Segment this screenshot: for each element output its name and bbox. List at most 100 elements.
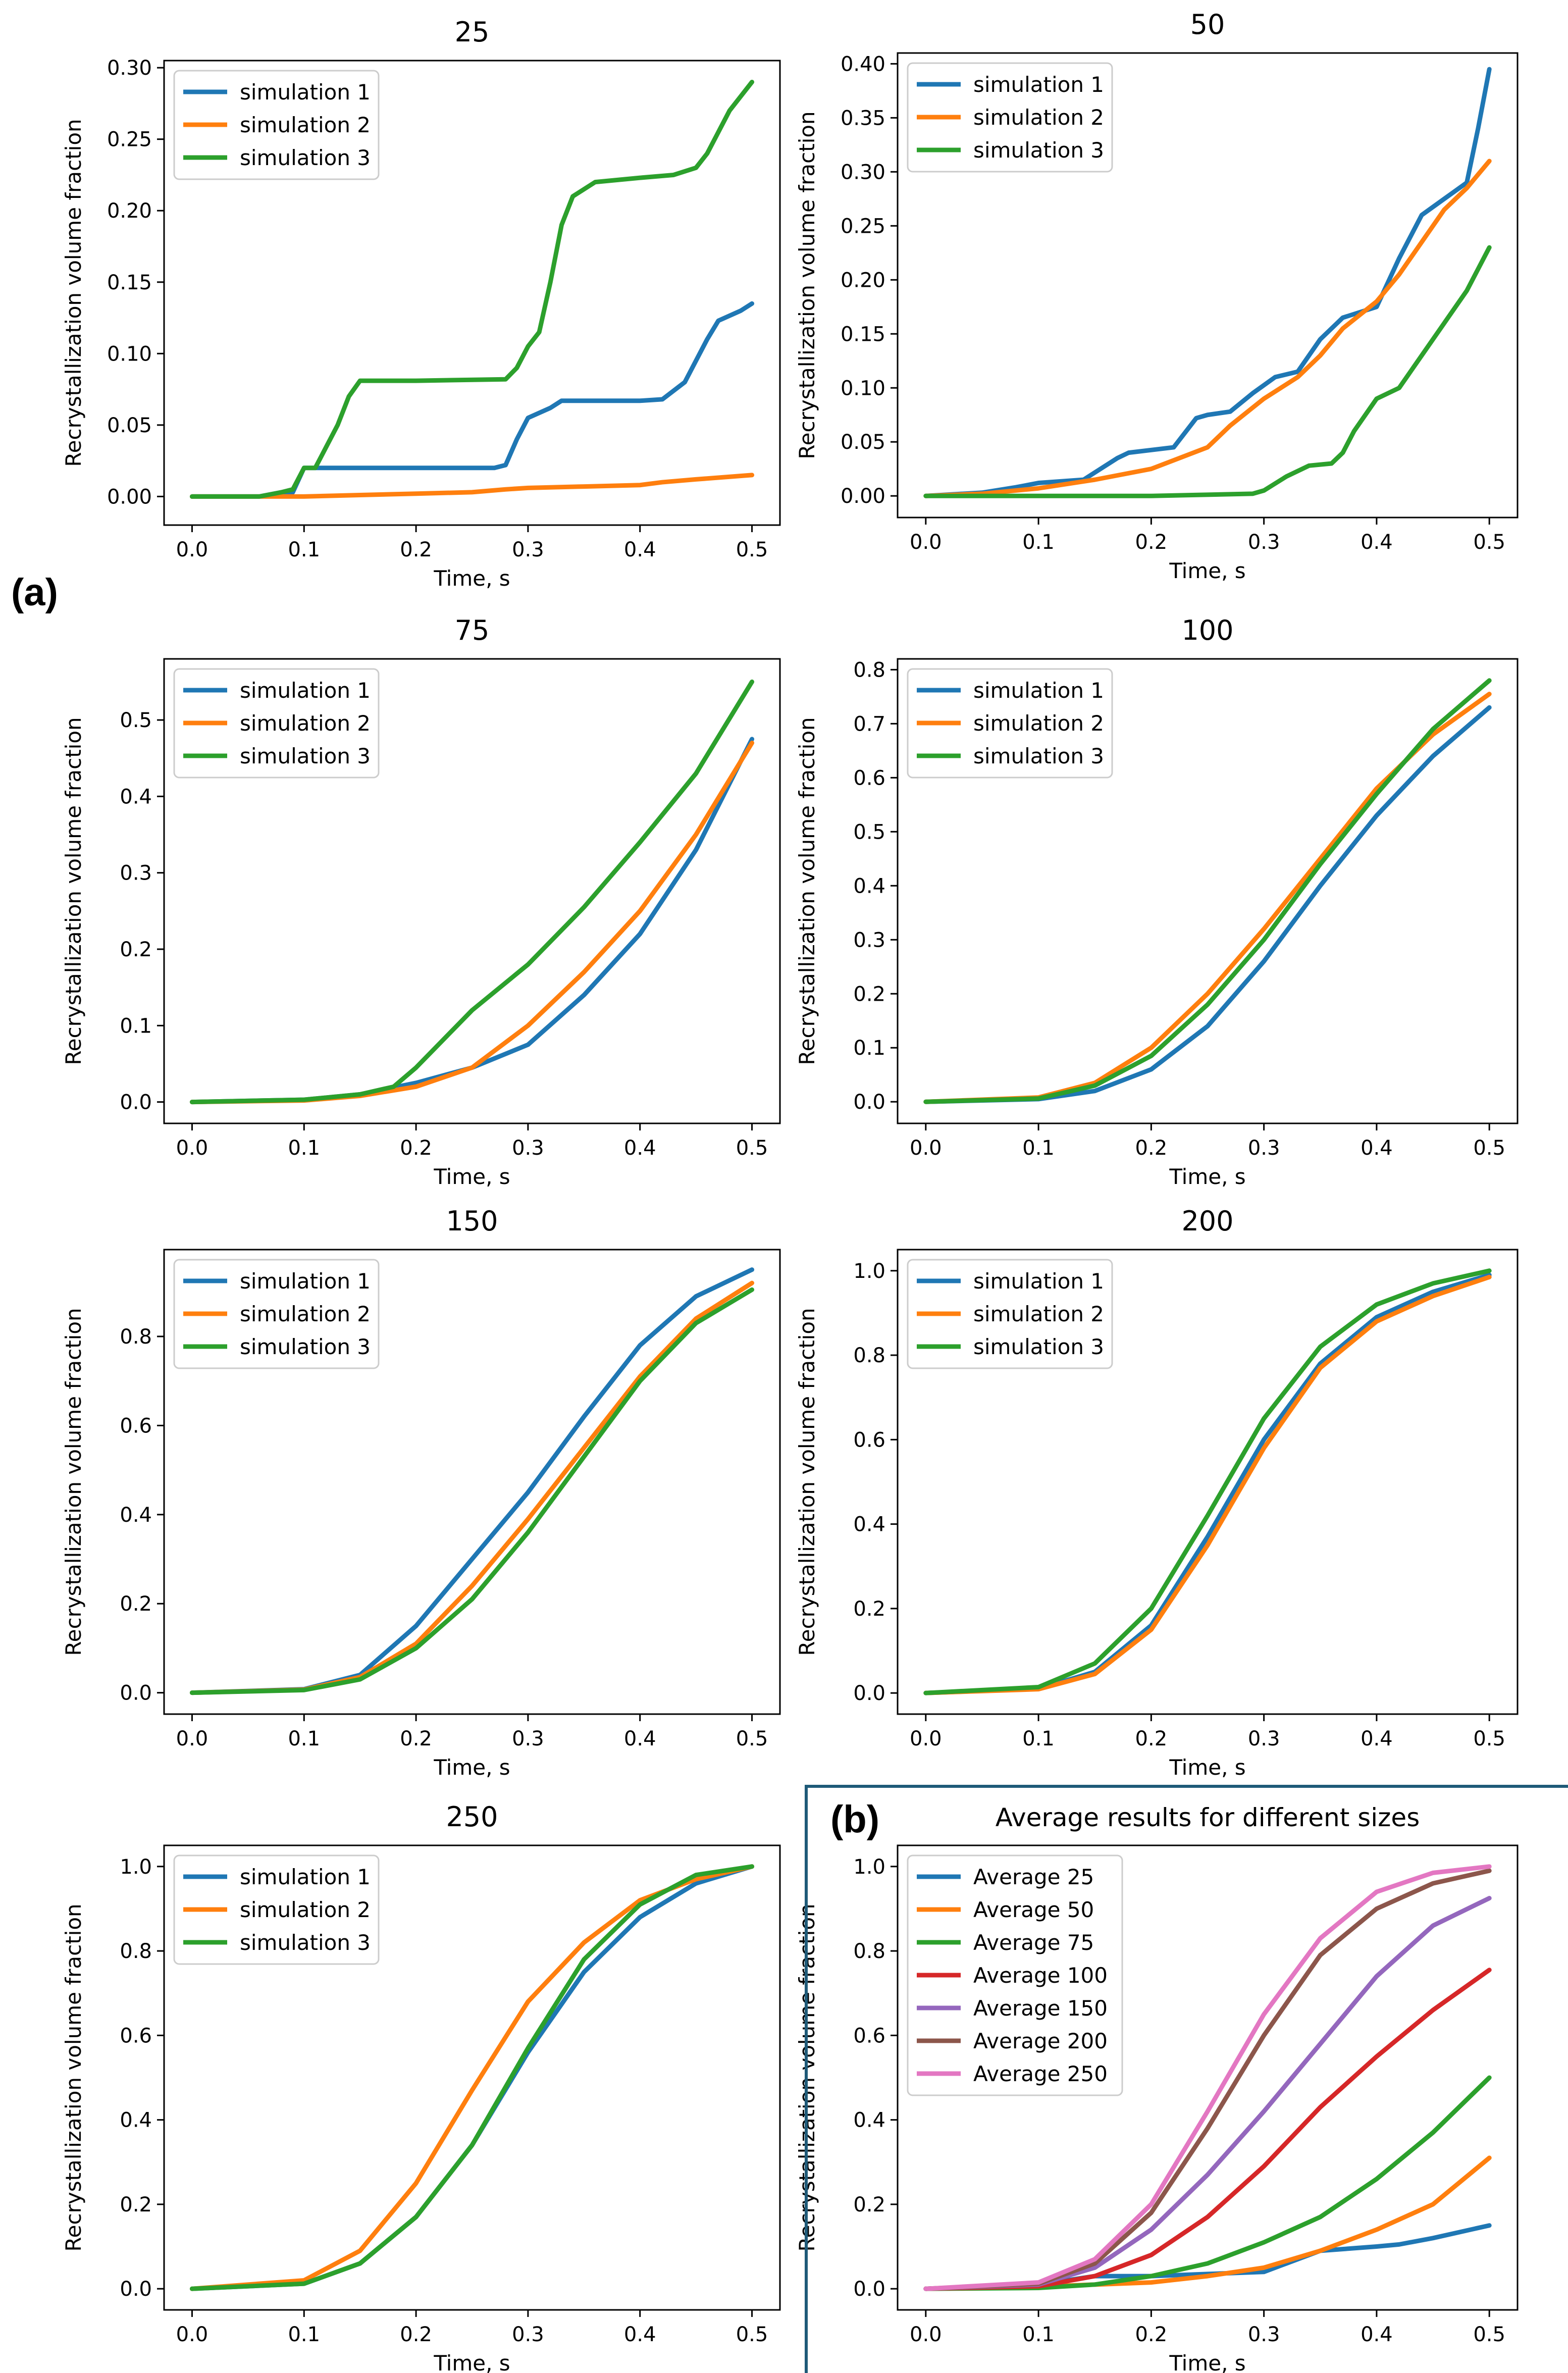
- chart-title: 100: [1181, 614, 1233, 646]
- legend-box: [907, 1854, 1123, 2096]
- plot-frame: [163, 1844, 781, 2311]
- y-tick-label: 0.6: [120, 2024, 152, 2047]
- legend-box: [173, 70, 380, 180]
- legend-box: [907, 668, 1113, 779]
- y-tick-label: 0.0: [853, 2278, 885, 2301]
- legend-entry: simulation 2: [240, 1897, 371, 1922]
- series-line-1: [189, 301, 755, 499]
- legend-entry: simulation 1: [973, 72, 1104, 97]
- y-tick-label: 0.00: [107, 485, 152, 508]
- y-tick-label: 0.25: [841, 215, 885, 238]
- x-tick-label: 0.4: [624, 1137, 656, 1160]
- y-tick-label: 0.2: [120, 1592, 152, 1616]
- x-tick-label: 0.2: [1135, 531, 1168, 554]
- y-tick-label: 0.1: [853, 1037, 885, 1060]
- legend-box: [907, 62, 1113, 173]
- series-lines: [189, 79, 755, 499]
- y-tick-label: 0.8: [853, 1344, 885, 1367]
- y-tick-label: 0.15: [841, 323, 885, 346]
- legend-entry: simulation 2: [973, 1302, 1104, 1326]
- legend-entry: simulation 2: [973, 105, 1104, 130]
- series-line-3: [189, 1287, 755, 1695]
- x-tick-label: 0.1: [288, 1727, 320, 1750]
- y-tick-label: 0.0: [853, 1091, 885, 1114]
- y-tick-label: 0.25: [107, 128, 152, 151]
- plot-frame: [897, 658, 1519, 1124]
- y-tick-label: 0.6: [120, 1414, 152, 1437]
- legend-box: [173, 668, 380, 779]
- x-axis-label: Time, s: [433, 1755, 510, 1780]
- x-tick-label: 0.1: [1022, 1137, 1055, 1160]
- x-tick-label: 0.1: [288, 538, 320, 561]
- legend-entry: simulation 1: [240, 80, 371, 105]
- y-tick-label: 0.0: [853, 1682, 885, 1705]
- legend-entry: simulation 2: [973, 711, 1104, 736]
- series-line-5: [923, 1896, 1492, 2291]
- x-tick-label: 0.2: [400, 538, 432, 561]
- plot-frame: [163, 60, 781, 526]
- y-tick-label: 0.20: [841, 269, 885, 292]
- y-tick-label: 0.5: [120, 709, 152, 732]
- x-tick-label: 0.1: [288, 2323, 320, 2346]
- y-tick-label: 0.05: [107, 414, 152, 437]
- legend-entry: Average 100: [973, 1963, 1108, 1988]
- y-tick-label: 1.0: [853, 1260, 885, 1283]
- legend: simulation 1 simulation 2 simulation 3: [907, 62, 1113, 173]
- series-line-3: [923, 2075, 1492, 2291]
- legend-entry: simulation 1: [973, 678, 1104, 703]
- chart-1: 25 0.0 0.1 0.2 0.3 0.4 0.5 0.00 0.05 0.10 0.15 0.20…: [61, 16, 781, 591]
- y-tick-label: 0.1: [120, 1014, 152, 1038]
- y-tick-label: 1.0: [120, 1855, 152, 1879]
- legend-entry: simulation 1: [240, 1865, 371, 1889]
- y-tick-label: 0.30: [107, 57, 152, 80]
- x-axis-label: Time, s: [1169, 558, 1245, 583]
- series-line-1: [923, 705, 1492, 1104]
- chart-3: 75 0.0 0.1 0.2 0.3 0.4 0.5 0.0 0.1 0.2 0.3 0.4 0.5 Ti…: [61, 614, 781, 1189]
- legend-entry: simulation 2: [240, 711, 371, 736]
- legend-entry: simulation 3: [973, 138, 1104, 163]
- x-tick-label: 0.5: [736, 538, 768, 561]
- legend-entry: simulation 3: [240, 744, 371, 768]
- series-line-3: [189, 1864, 755, 2291]
- chart-title: 25: [455, 16, 490, 48]
- chart-title: 200: [1181, 1205, 1233, 1237]
- y-tick-label: 0.4: [853, 1513, 885, 1536]
- x-axis-label: Time, s: [433, 1164, 510, 1189]
- y-tick-label: 0.3: [853, 928, 885, 952]
- x-tick-label: 0.3: [1248, 2323, 1280, 2346]
- x-tick-label: 0.5: [1473, 1727, 1505, 1750]
- series-line-6: [923, 1868, 1492, 2291]
- x-axis-label: Time, s: [1169, 1755, 1245, 1780]
- series-lines: [189, 679, 755, 1105]
- chart-title: 75: [455, 614, 490, 646]
- y-tick-label: 0.4: [853, 2109, 885, 2132]
- x-tick-label: 0.3: [1248, 1137, 1280, 1160]
- legend-entry: Average 150: [973, 1996, 1108, 2021]
- legend: simulation 1 simulation 2 simulation 3: [173, 1259, 380, 1369]
- x-tick-label: 0.4: [1361, 531, 1393, 554]
- x-tick-label: 0.2: [400, 1727, 432, 1750]
- panel-b-divider-top: [808, 1785, 1568, 1788]
- x-tick-label: 0.3: [512, 1137, 544, 1160]
- legend-entry: simulation 1: [973, 1269, 1104, 1294]
- plot-frame: [897, 1249, 1519, 1715]
- y-tick-label: 0.2: [120, 938, 152, 961]
- plot-frame: [897, 1844, 1519, 2311]
- chart-title: Average results for different sizes: [996, 1803, 1420, 1832]
- series-line-4: [923, 1968, 1492, 2291]
- series-lines: [189, 1267, 755, 1695]
- y-tick-label: 0.2: [853, 2193, 885, 2216]
- plot-frame: [163, 1249, 781, 1715]
- x-tick-label: 0.0: [910, 531, 942, 554]
- x-tick-label: 0.0: [176, 2323, 208, 2346]
- y-tick-label: 0.0: [120, 1091, 152, 1114]
- x-tick-label: 0.4: [624, 2323, 656, 2346]
- series-line-3: [189, 79, 755, 499]
- x-tick-label: 0.2: [400, 2323, 432, 2346]
- legend: simulation 1 simulation 2 simulation 3: [173, 70, 380, 180]
- legend-entry: simulation 1: [240, 1269, 371, 1294]
- y-tick-label: 0.6: [853, 2024, 885, 2047]
- x-tick-label: 0.5: [736, 1727, 768, 1750]
- chart-title: 50: [1190, 9, 1225, 40]
